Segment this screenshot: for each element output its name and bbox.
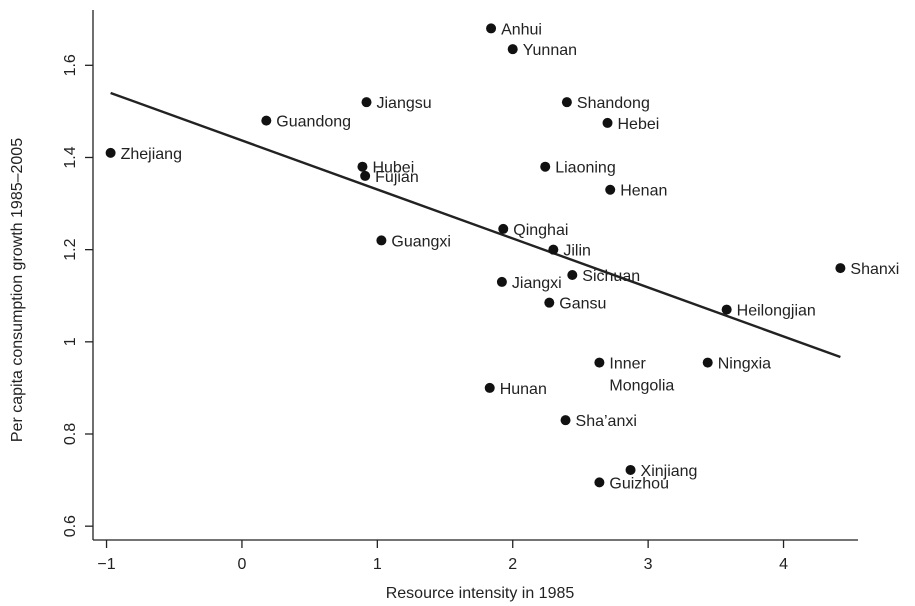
point-labels-group: Anhui Yunnan Jiangsu Shandong Guandong Hebei Z… — [121, 21, 900, 492]
data-point — [496, 276, 507, 287]
point-label: Henan — [620, 183, 667, 200]
point-label: Fujian — [375, 169, 419, 186]
data-point — [376, 235, 387, 246]
point-label: Guandong — [276, 114, 351, 131]
point-label: Zhejiang — [121, 146, 182, 163]
x-tick-label: 0 — [237, 556, 246, 573]
point-label: Jiangxi — [512, 275, 562, 292]
data-point — [602, 117, 613, 128]
data-point — [560, 415, 571, 426]
data-point — [540, 161, 551, 172]
y-tick-label: 0.8 — [62, 423, 79, 445]
point-label: Sichuan — [582, 268, 640, 285]
point-label: Gansu — [559, 296, 606, 313]
data-point — [835, 263, 846, 274]
data-point — [625, 464, 636, 475]
fit-line — [110, 91, 841, 359]
data-point — [605, 184, 616, 195]
point-label: Liaoning — [555, 160, 616, 177]
data-point — [594, 357, 605, 368]
data-point — [567, 270, 578, 280]
data-point — [561, 97, 572, 108]
point-label: Yunnan — [523, 42, 577, 59]
point-label: Guizhou — [609, 475, 669, 492]
data-point — [544, 297, 555, 308]
point-label: Qinghai — [513, 222, 568, 239]
point-label: Jilin — [563, 243, 591, 260]
x-tick-label: 1 — [373, 556, 382, 573]
fit-line-group — [110, 91, 841, 359]
y-tick-label: 1.6 — [62, 54, 79, 76]
data-point — [486, 23, 497, 34]
point-label: Heilongjian — [737, 303, 816, 320]
x-tick-label: 3 — [644, 556, 653, 573]
point-label: Shanxi — [850, 261, 899, 278]
y-tick-label: 1.2 — [62, 238, 79, 260]
data-point — [261, 115, 272, 126]
point-label: Hebei — [618, 116, 660, 133]
point-label: Xinjiang — [641, 463, 698, 480]
data-point — [548, 244, 559, 255]
data-point — [498, 223, 509, 234]
data-point — [357, 161, 368, 172]
x-tick-label: 2 — [508, 556, 517, 573]
data-point — [361, 97, 372, 108]
point-label: Ningxia — [718, 356, 771, 373]
y-tick-label: 1 — [62, 337, 79, 346]
point-label: Sha’anxi — [576, 413, 637, 430]
data-point — [507, 44, 518, 55]
points-group — [105, 23, 846, 488]
axes: −1 0 1 2 3 4 0.6 0.8 1 1.2 1.4 1.6 — [62, 10, 858, 573]
data-point — [484, 382, 495, 393]
data-point — [594, 477, 605, 488]
data-point — [360, 170, 371, 181]
data-point — [702, 357, 713, 368]
point-label: Hubei — [372, 160, 414, 177]
y-axis-title: Per capita consumption growth 1985–2005 — [9, 138, 26, 442]
point-label: Shandong — [577, 95, 650, 112]
data-point — [105, 147, 116, 158]
point-label: Inner Mongolia — [609, 356, 674, 395]
data-point — [721, 304, 732, 315]
y-tick-label: 0.6 — [62, 515, 79, 537]
point-label: Hunan — [500, 381, 547, 398]
point-label: Jiangsu — [377, 95, 432, 112]
point-label: Anhui — [501, 21, 542, 38]
x-tick-label: −1 — [97, 556, 115, 573]
x-axis-title: Resource intensity in 1985 — [386, 585, 575, 602]
y-tick-label: 1.4 — [62, 146, 79, 168]
point-label: Guangxi — [391, 233, 451, 250]
x-tick-label: 4 — [779, 556, 788, 573]
